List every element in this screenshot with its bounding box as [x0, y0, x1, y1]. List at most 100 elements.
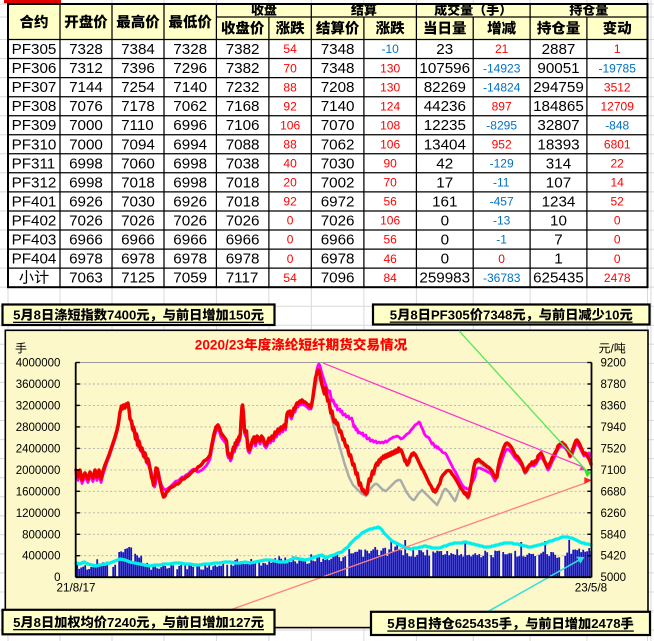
svg-text:23/5/8: 23/5/8 [575, 582, 608, 595]
svg-text:7348: 7348 [321, 60, 355, 77]
svg-text:18393: 18393 [537, 136, 579, 153]
svg-text:7070: 7070 [321, 117, 355, 134]
svg-text:7178: 7178 [121, 98, 155, 115]
svg-text:7018: 7018 [226, 193, 260, 210]
svg-text:4000000: 4000000 [16, 358, 61, 370]
svg-text:-19785: -19785 [599, 61, 637, 75]
svg-text:7384: 7384 [121, 41, 155, 58]
svg-text:90: 90 [384, 157, 398, 171]
svg-text:106: 106 [280, 118, 300, 132]
svg-text:800000: 800000 [22, 529, 60, 541]
svg-text:70: 70 [283, 61, 297, 75]
svg-text:7026: 7026 [321, 213, 355, 230]
svg-text:0: 0 [287, 214, 294, 228]
svg-text:7038: 7038 [226, 155, 260, 172]
svg-text:56: 56 [384, 195, 398, 209]
svg-text:7002: 7002 [321, 174, 355, 191]
svg-text:130: 130 [380, 61, 400, 75]
svg-text:1200000: 1200000 [16, 508, 61, 520]
svg-text:7328: 7328 [69, 41, 103, 58]
svg-text:5420: 5420 [601, 551, 627, 563]
svg-text:90051: 90051 [537, 60, 579, 77]
svg-text:56: 56 [384, 233, 398, 247]
svg-text:7328: 7328 [173, 41, 207, 58]
svg-text:52: 52 [611, 195, 625, 209]
svg-text:8: 8 [34, 308, 41, 323]
svg-text:7232: 7232 [226, 79, 260, 96]
svg-text:6998: 6998 [173, 155, 207, 172]
svg-text:400000: 400000 [22, 551, 60, 563]
svg-text:7076: 7076 [69, 98, 103, 115]
svg-text:7144: 7144 [69, 79, 103, 96]
svg-text:6966: 6966 [226, 232, 260, 249]
svg-text:-848: -848 [605, 118, 629, 132]
svg-text:0: 0 [614, 233, 621, 247]
svg-text:952: 952 [492, 138, 512, 152]
svg-text:7088: 7088 [226, 136, 260, 153]
svg-text:7940: 7940 [601, 422, 627, 434]
svg-text:7030: 7030 [121, 193, 155, 210]
svg-text:88: 88 [283, 80, 297, 94]
svg-text:-1: -1 [496, 233, 507, 247]
svg-text:12709: 12709 [601, 99, 635, 113]
svg-text:7018: 7018 [226, 174, 260, 191]
svg-text:9200: 9200 [601, 358, 627, 370]
svg-text:130: 130 [380, 80, 400, 94]
svg-text:-129: -129 [490, 157, 514, 171]
svg-text:-10: -10 [382, 42, 400, 56]
svg-text:124: 124 [380, 99, 400, 113]
svg-text:7100: 7100 [601, 465, 627, 477]
svg-text:7382: 7382 [226, 60, 260, 77]
svg-text:14: 14 [611, 176, 625, 190]
svg-text:0: 0 [614, 252, 621, 266]
svg-text:7348: 7348 [321, 41, 355, 58]
svg-text:5: 5 [13, 308, 20, 323]
svg-text:7312: 7312 [69, 60, 103, 77]
svg-text:8780: 8780 [601, 379, 627, 391]
svg-text:6998: 6998 [69, 174, 103, 191]
svg-text:7026: 7026 [173, 213, 207, 230]
svg-text:6966: 6966 [321, 232, 355, 249]
svg-text:6998: 6998 [69, 155, 103, 172]
svg-text:1234: 1234 [542, 193, 576, 210]
svg-text:5840: 5840 [601, 529, 627, 541]
svg-text:7117: 7117 [226, 270, 259, 287]
svg-text:54: 54 [283, 42, 297, 56]
svg-text:6994: 6994 [173, 136, 207, 153]
svg-text:7062: 7062 [321, 136, 355, 153]
svg-text:8: 8 [408, 616, 415, 631]
svg-text:7168: 7168 [226, 98, 260, 115]
svg-text:PF308: PF308 [12, 98, 57, 115]
svg-text:8: 8 [410, 307, 417, 322]
svg-text:PF305: PF305 [431, 307, 470, 322]
svg-text:150: 150 [229, 308, 251, 323]
svg-text:5: 5 [390, 307, 397, 322]
svg-text:7062: 7062 [173, 98, 207, 115]
svg-text:106: 106 [380, 138, 400, 152]
svg-text:7254: 7254 [121, 79, 155, 96]
svg-text:1600000: 1600000 [16, 486, 61, 498]
svg-text:17: 17 [436, 174, 453, 191]
svg-text:7110: 7110 [121, 117, 154, 134]
svg-text:2800000: 2800000 [16, 422, 61, 434]
svg-text:3200000: 3200000 [16, 400, 61, 412]
svg-text:7060: 7060 [121, 155, 155, 172]
svg-text:10: 10 [605, 307, 620, 322]
svg-text:107596: 107596 [419, 60, 470, 77]
svg-text:625435: 625435 [533, 270, 584, 287]
svg-text:0: 0 [441, 232, 449, 249]
svg-text:70: 70 [384, 176, 398, 190]
svg-text:PF309: PF309 [12, 117, 57, 134]
svg-text:21: 21 [495, 42, 509, 56]
svg-text:6926: 6926 [173, 193, 207, 210]
svg-text:8: 8 [34, 615, 41, 630]
svg-text:7063: 7063 [69, 270, 103, 287]
svg-text:2887: 2887 [542, 41, 576, 58]
svg-text:7026: 7026 [121, 213, 155, 230]
svg-text:PF401: PF401 [12, 193, 57, 210]
svg-text:6801: 6801 [604, 138, 631, 152]
svg-text:7000: 7000 [69, 117, 103, 134]
svg-text:-8295: -8295 [486, 118, 517, 132]
svg-text:/: / [611, 342, 615, 356]
svg-text:0: 0 [441, 213, 449, 230]
